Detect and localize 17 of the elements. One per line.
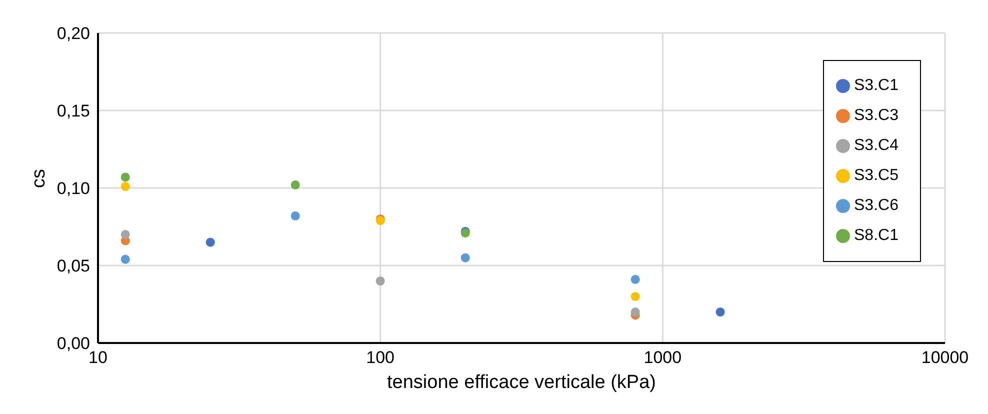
y-tick-label: 0,20 — [56, 24, 90, 44]
y-tick-label: 0,05 — [56, 256, 90, 276]
legend-label: S3.C1 — [854, 77, 898, 94]
x-tick-label: 10000 — [921, 348, 969, 368]
legend-label: S3.C5 — [854, 167, 898, 184]
y-tick-label: 0,10 — [56, 179, 90, 198]
legend-label: S3.C3 — [854, 107, 898, 124]
x-tick-label: 1000 — [644, 348, 682, 368]
y-axis-title: cs — [28, 169, 50, 188]
y-tick-label: 0,00 — [56, 334, 90, 354]
legend-label: S3.C4 — [854, 137, 898, 154]
x-axis-title: tensione efficace verticale (kPa) — [387, 372, 656, 393]
y-tick-label: 0,15 — [56, 102, 90, 121]
x-tick-label: 100 — [366, 348, 395, 368]
legend-label: S8.C1 — [854, 227, 898, 244]
x-tick-label: 10 — [88, 348, 108, 368]
legend-label: S3.C6 — [854, 197, 898, 214]
